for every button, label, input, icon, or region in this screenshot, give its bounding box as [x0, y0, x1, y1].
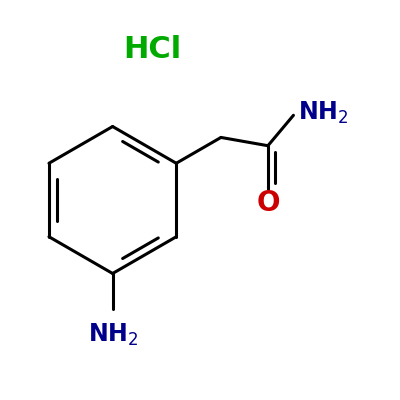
Text: NH$_2$: NH$_2$	[88, 322, 138, 348]
Text: HCl: HCl	[123, 34, 182, 64]
Text: O: O	[256, 189, 280, 217]
Text: NH$_2$: NH$_2$	[298, 100, 348, 126]
